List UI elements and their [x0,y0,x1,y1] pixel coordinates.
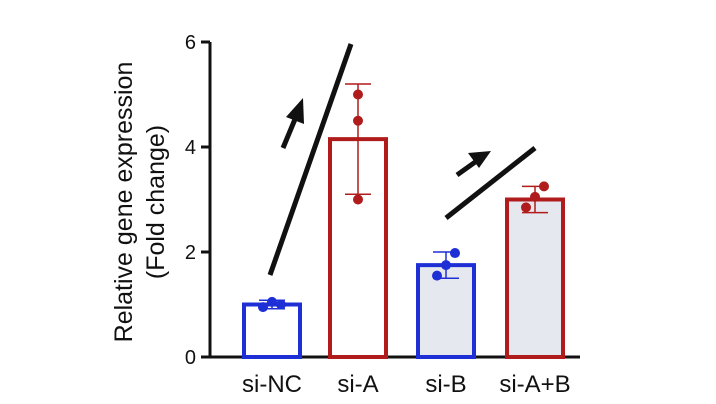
category-label-si-A: si-A [337,371,378,398]
data-point-si-A [353,89,363,100]
data-point-si-NC [267,296,277,307]
arrow-shaft-2 [455,157,480,178]
bar-si-NC [242,302,302,359]
data-point-si-A [353,194,363,205]
data-point-si-B [450,248,460,259]
category-labels: si-NC si-A si-B si-A+B [242,371,571,398]
data-point-si-A [353,115,363,126]
trend-line-2 [444,146,537,220]
data-point-si-A+B [521,202,531,213]
y-tick-label: 0 [185,347,196,369]
category-label-si-B: si-B [425,371,466,398]
arrow-up-icon-1 [286,98,304,124]
arrow-up-icon-2 [468,151,491,168]
y-axis-label: Relative gene expression (Fold change) [110,62,170,343]
data-point-si-B [432,270,442,281]
bar-si-B [416,263,476,359]
bars [242,137,565,359]
y-tick-label: 4 [185,137,196,159]
data-point-si-NC [276,299,286,310]
y-tick-label: 2 [185,242,196,264]
annotations [267,43,537,276]
y-tick-label: 6 [185,32,196,54]
data-points [258,89,549,313]
data-point-si-NC [258,302,268,313]
category-label-si-NC: si-NC [242,371,302,398]
data-point-si-B [441,260,451,271]
y-axis-label-line1: Relative gene expression [110,62,138,343]
category-label-si-A+B: si-A+B [499,371,570,398]
data-point-si-A+B [539,181,549,192]
trend-line-1 [267,43,354,276]
bar-si-A+B [505,197,565,359]
data-point-si-A+B [530,191,540,202]
y-axis-label-line2: (Fold change) [142,125,170,279]
